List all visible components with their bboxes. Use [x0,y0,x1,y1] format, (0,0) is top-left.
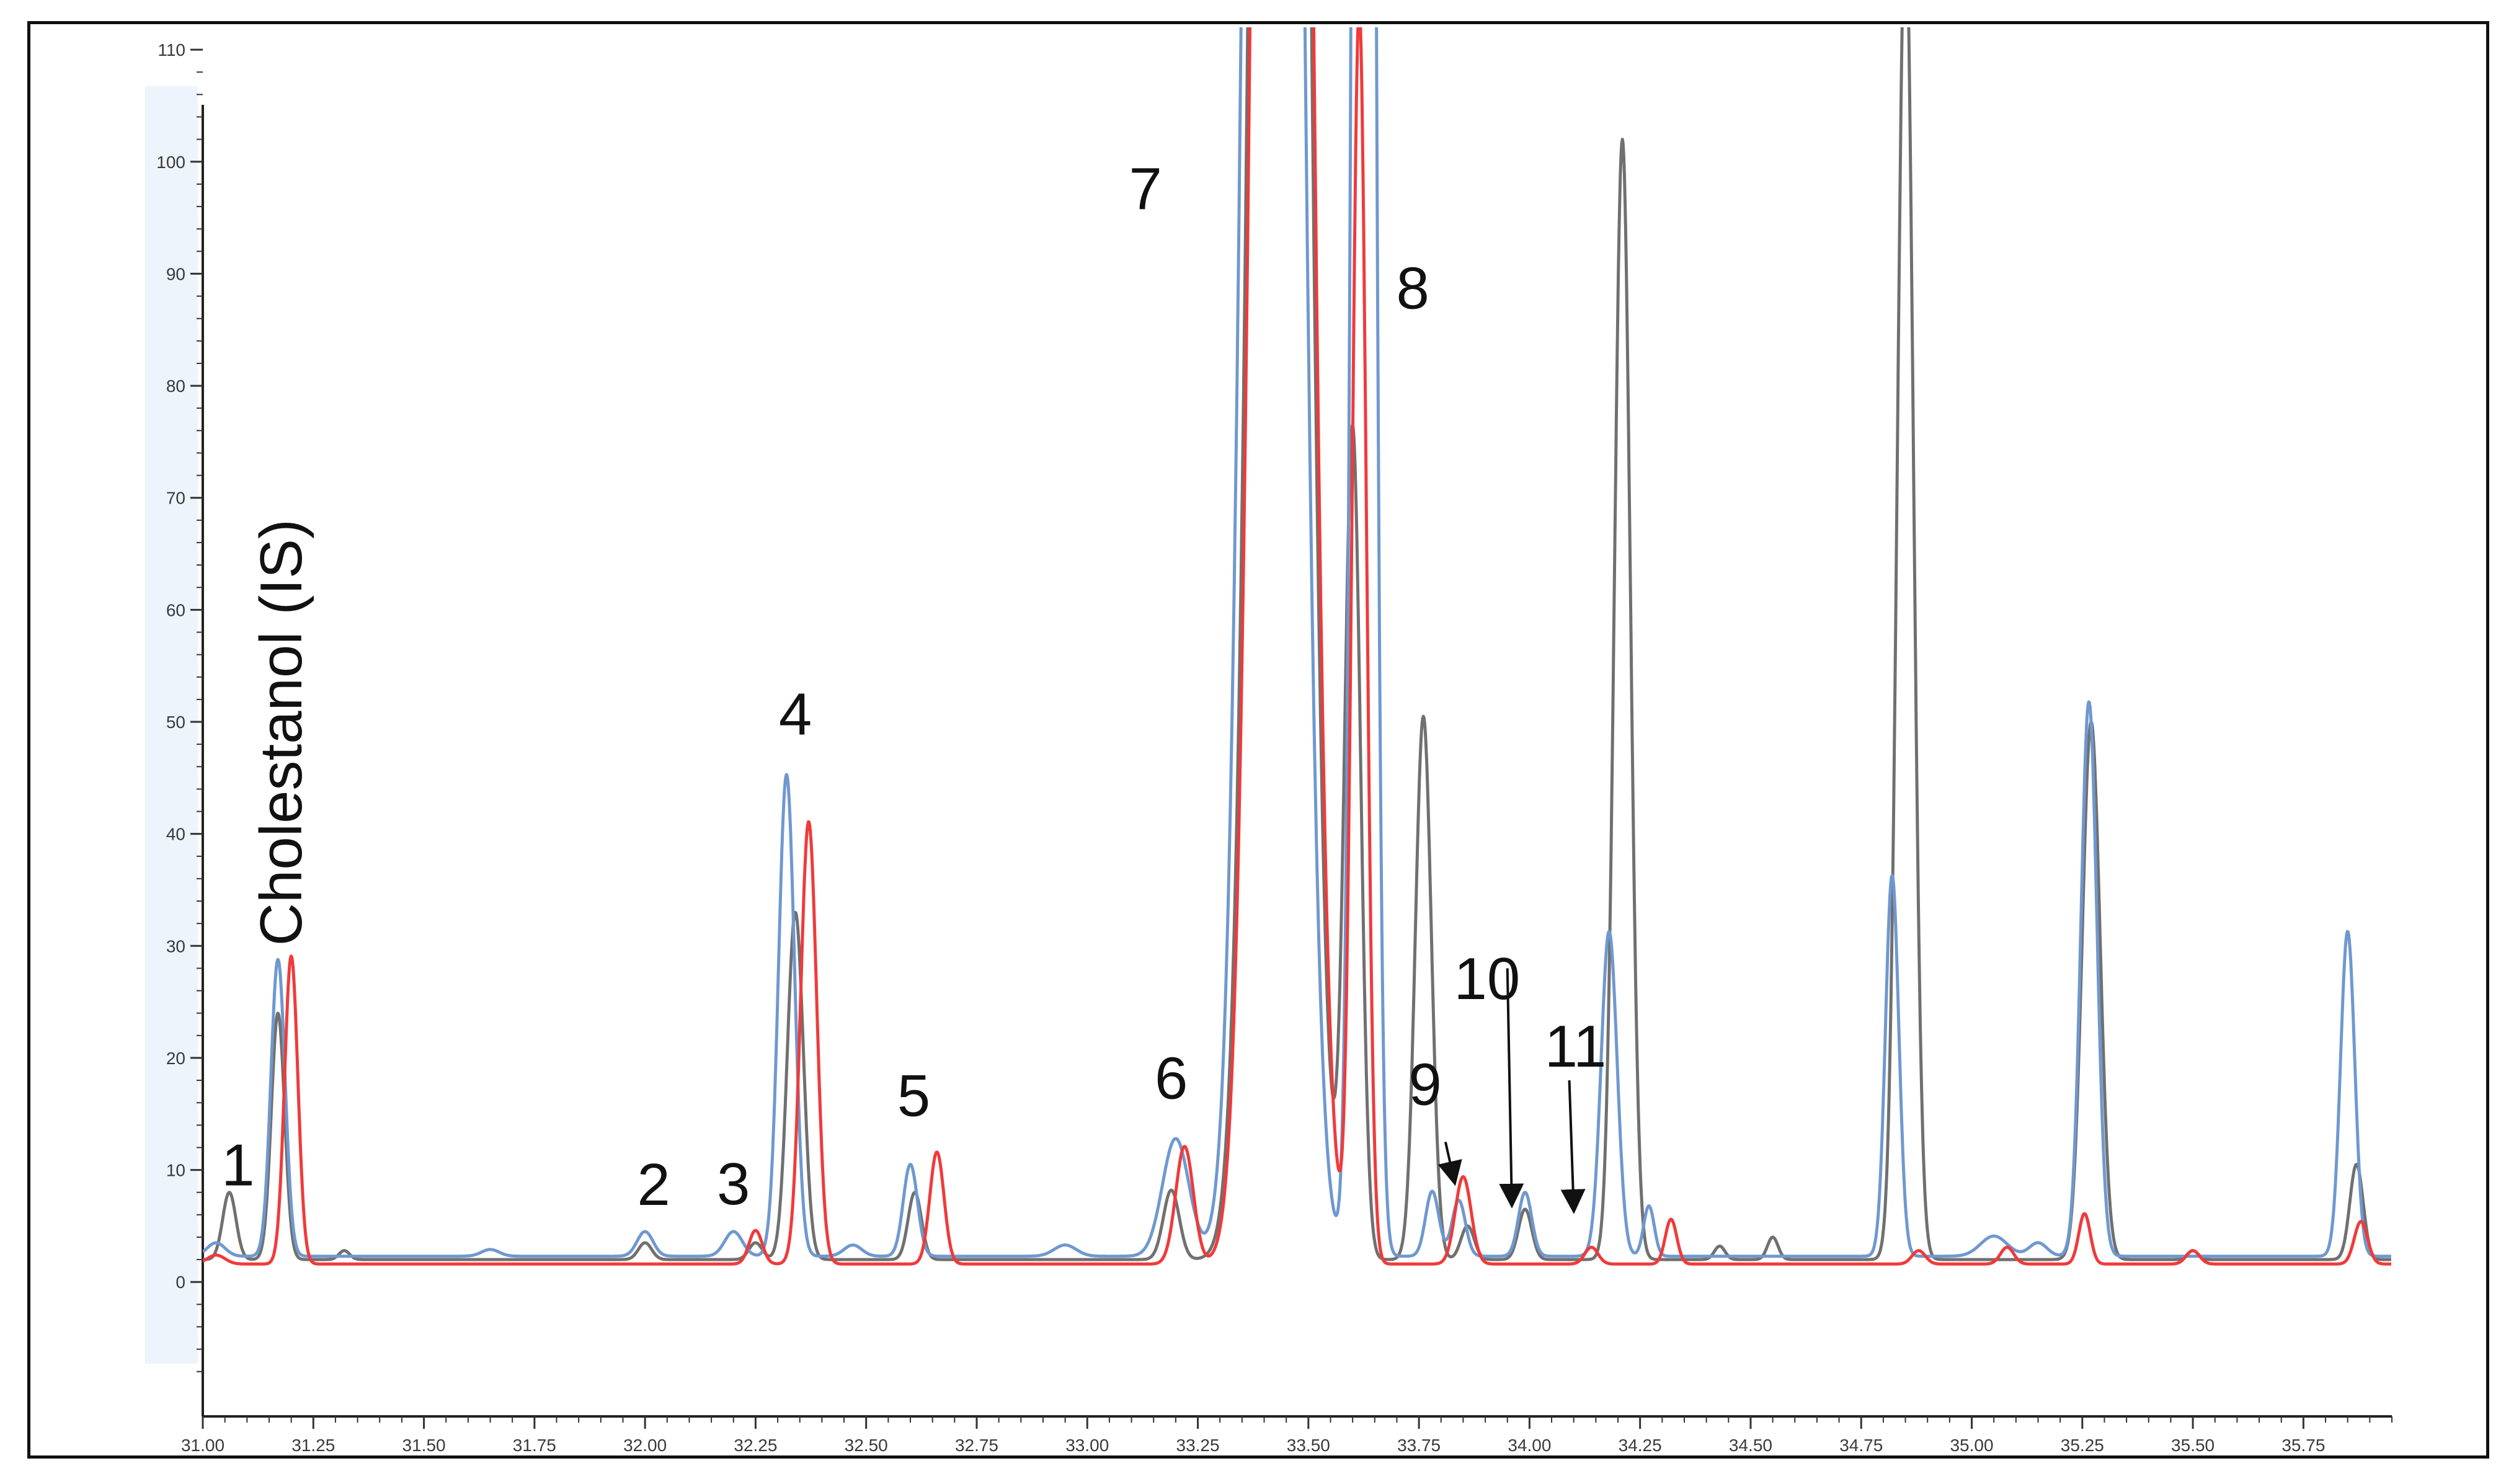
x-tick-label: 34.50 [1729,1436,1772,1455]
series-line-1 [203,27,2392,1261]
y-tick-label: 10 [166,1161,185,1180]
x-tick-label: 34.25 [1619,1436,1662,1455]
annotation-label: Cholestanol (IS) [248,519,314,946]
x-tick-label: 32.50 [845,1436,888,1455]
x-tick-label: 35.00 [1950,1436,1993,1455]
peak-label: 10 [1454,946,1520,1012]
y-tick-label: 100 [156,153,185,172]
x-tick-label: 33.50 [1287,1436,1330,1455]
x-tick-label: 32.00 [623,1436,667,1455]
y-tick-label: 30 [166,936,185,956]
annotation-arrow [1437,1141,1462,1186]
peak-label: 11 [1545,1013,1607,1080]
x-tick-label: 33.00 [1065,1436,1109,1455]
annotation-layer: 1 Cholestanol (IS) 2 3 4 5 6 7 8 910 11 [221,156,1606,1218]
x-tick-label: 35.50 [2171,1436,2215,1455]
y-tick-label: 0 [175,1273,185,1292]
series-line-3 [203,27,2392,1266]
annotation-arrow [1499,968,1524,1209]
peak-label: 1 [221,1132,254,1199]
x-tick-label: 31.00 [181,1436,224,1455]
peak-label: 9 [1408,1052,1441,1118]
peak-label: 5 [897,1062,930,1129]
peak-label: 8 [1396,255,1429,322]
y-axis: 0 10 20 30 40 50 60 70 80 90 100 110 [156,40,204,1416]
x-tick-label: 33.75 [1397,1436,1441,1455]
y-tick-label: 40 [166,825,185,844]
x-tick-label: 31.50 [402,1436,446,1455]
y-tick-label: 80 [166,376,185,396]
y-tick-label: 60 [166,600,185,620]
x-tick-label: 31.25 [291,1436,335,1455]
x-axis: 31.00 31.25 31.50 31.75 32.00 32.25 32.50 32.75… [181,1415,2392,1455]
series-line-2 [203,27,2392,1258]
peak-label: 6 [1155,1045,1188,1111]
x-tick-label: 33.25 [1176,1436,1220,1455]
y-tick-label: 110 [158,40,185,60]
peak-label: 3 [717,1151,750,1217]
peak-label: 7 [1129,156,1162,222]
y-axis-band [145,86,198,1364]
x-tick-label: 35.75 [2281,1436,2325,1455]
series-layer [203,27,2392,1266]
peak-label: 4 [779,681,812,747]
annotation-arrow [1560,1080,1586,1214]
y-tick-label: 70 [166,489,185,508]
y-tick-label: 90 [166,264,185,283]
x-tick-label: 34.00 [1508,1436,1551,1455]
figure-frame: 0 10 20 30 40 50 60 70 80 90 100 110 31.00 31.25 31.5… [27,21,2489,1459]
x-tick-label: 34.75 [1839,1436,1883,1455]
y-tick-label: 20 [166,1049,185,1068]
x-tick-label: 32.25 [734,1436,777,1455]
x-tick-label: 31.75 [513,1436,556,1455]
peak-label: 2 [637,1152,670,1218]
y-tick-label: 50 [166,713,185,732]
x-tick-label: 32.75 [955,1436,998,1455]
x-tick-label: 35.25 [2061,1436,2104,1455]
